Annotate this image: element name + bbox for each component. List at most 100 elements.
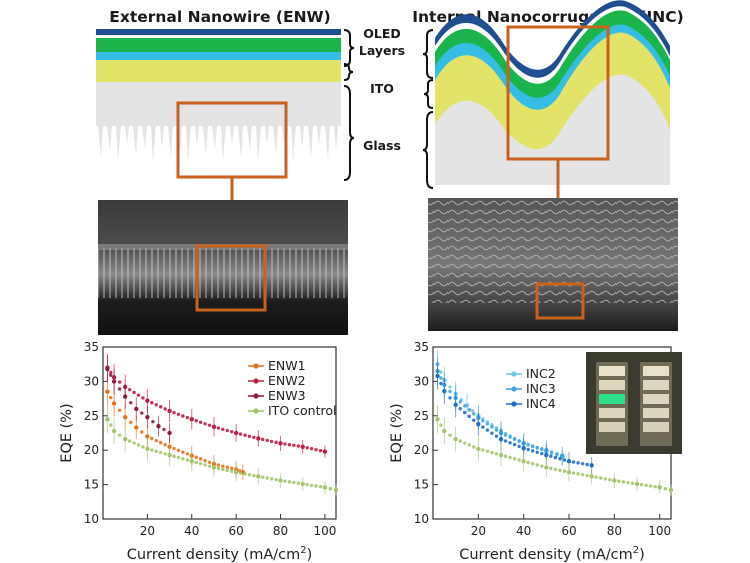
glass-bracket-right	[422, 111, 434, 189]
y-tick-label: 35	[84, 340, 99, 354]
data-point	[105, 417, 110, 422]
curve-marker	[503, 439, 508, 443]
curve-marker	[599, 476, 603, 480]
curve-marker	[540, 447, 544, 451]
data-point	[544, 452, 549, 458]
data-point	[256, 474, 261, 479]
x-axis-label-end: )	[307, 547, 313, 563]
curve-marker	[594, 475, 598, 479]
curve-marker	[117, 433, 122, 437]
curve-marker	[512, 442, 517, 447]
curve-marker	[448, 396, 452, 400]
curve-marker	[448, 385, 452, 389]
curve-marker	[176, 412, 181, 416]
curve-marker	[508, 455, 512, 460]
curve-marker	[603, 477, 607, 481]
curve-marker	[216, 426, 221, 430]
curve-marker	[562, 458, 567, 462]
enw-navy-layer	[96, 29, 341, 35]
legend-label: ITO control	[268, 403, 336, 418]
series-ito-control	[105, 405, 339, 496]
curve-marker	[503, 454, 508, 458]
series-inc4	[435, 362, 594, 474]
curve-marker	[141, 445, 145, 449]
ito-bracket-left	[343, 63, 354, 81]
curve-marker	[176, 448, 181, 453]
curve-marker	[472, 445, 476, 449]
curve-marker	[494, 452, 499, 456]
curve-marker	[463, 441, 467, 445]
x-tick-label: 100	[313, 524, 336, 538]
data-point	[105, 366, 110, 372]
series-control	[435, 405, 674, 496]
curve-marker	[140, 430, 144, 434]
curve-marker	[225, 465, 229, 469]
oled-bracket-left	[343, 29, 355, 67]
curve-marker	[439, 376, 443, 380]
x-tick-label: 20	[140, 524, 155, 538]
curve-marker	[225, 468, 229, 472]
curve-marker	[261, 475, 265, 479]
curve-marker	[221, 427, 225, 431]
curve-marker	[127, 439, 132, 443]
curve-marker	[481, 419, 485, 423]
curve-marker	[314, 484, 318, 488]
x-tick-label: 100	[648, 524, 671, 538]
legend-label: INC4	[526, 396, 556, 411]
enw-separator	[96, 35, 341, 38]
curve-marker	[571, 471, 576, 475]
y-tick-label: 25	[84, 409, 99, 423]
curve-marker	[221, 464, 225, 468]
series-enw1	[105, 377, 245, 480]
curve-marker	[470, 408, 475, 413]
data-point	[134, 406, 139, 412]
curve-marker	[163, 442, 167, 447]
glass-label: Glass	[363, 138, 401, 153]
curve-marker	[439, 370, 443, 374]
curve-marker	[571, 460, 576, 464]
curve-marker	[663, 487, 668, 491]
curve-marker	[617, 479, 621, 483]
curve-marker	[467, 414, 471, 419]
curve-marker	[265, 476, 269, 480]
enw-eqe-chart: 10 15 20 25 30 35 20 40 60 80 100 EQE (%) Current de…	[59, 340, 339, 563]
data-point	[322, 449, 328, 454]
y-tick-label: 15	[84, 478, 99, 492]
data-point	[521, 459, 526, 464]
curve-marker	[512, 437, 517, 441]
data-point	[498, 452, 504, 458]
curve-marker	[558, 457, 562, 461]
curve-marker	[185, 452, 190, 456]
curve-marker	[549, 454, 553, 458]
curve-marker	[494, 434, 499, 438]
curve-marker	[283, 442, 287, 446]
curve-marker	[558, 468, 562, 472]
x-tick-label: 60	[561, 524, 576, 538]
curve-marker	[230, 466, 234, 471]
legend-swatch-marker	[253, 378, 259, 384]
curve-marker	[198, 420, 203, 424]
oled-label: OLED	[363, 26, 401, 41]
curve-marker	[158, 405, 163, 409]
x-axis-label-main: Current density (mA/cm	[459, 547, 633, 563]
x-axis-label-superscript: 2	[633, 545, 639, 556]
data-point	[211, 465, 217, 470]
curve-marker	[132, 441, 136, 445]
curve-marker	[585, 462, 589, 467]
data-point	[256, 436, 261, 441]
curve-marker	[490, 450, 494, 455]
curve-marker	[109, 370, 113, 375]
curve-marker	[140, 411, 144, 415]
enw-title: External Nanowire (ENW)	[109, 8, 330, 26]
curve-marker	[517, 444, 521, 449]
curve-marker	[216, 463, 221, 467]
data-point	[111, 428, 117, 434]
enw-green-layer	[96, 38, 341, 52]
curve-marker	[626, 480, 630, 485]
curve-marker	[531, 461, 535, 466]
curve-marker	[576, 461, 580, 465]
data-point	[167, 430, 172, 436]
curve-marker	[238, 471, 243, 475]
curve-marker	[309, 446, 314, 451]
data-point	[521, 445, 526, 451]
